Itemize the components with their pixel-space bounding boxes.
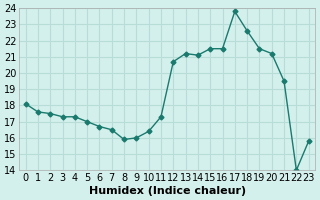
X-axis label: Humidex (Indice chaleur): Humidex (Indice chaleur) (89, 186, 246, 196)
